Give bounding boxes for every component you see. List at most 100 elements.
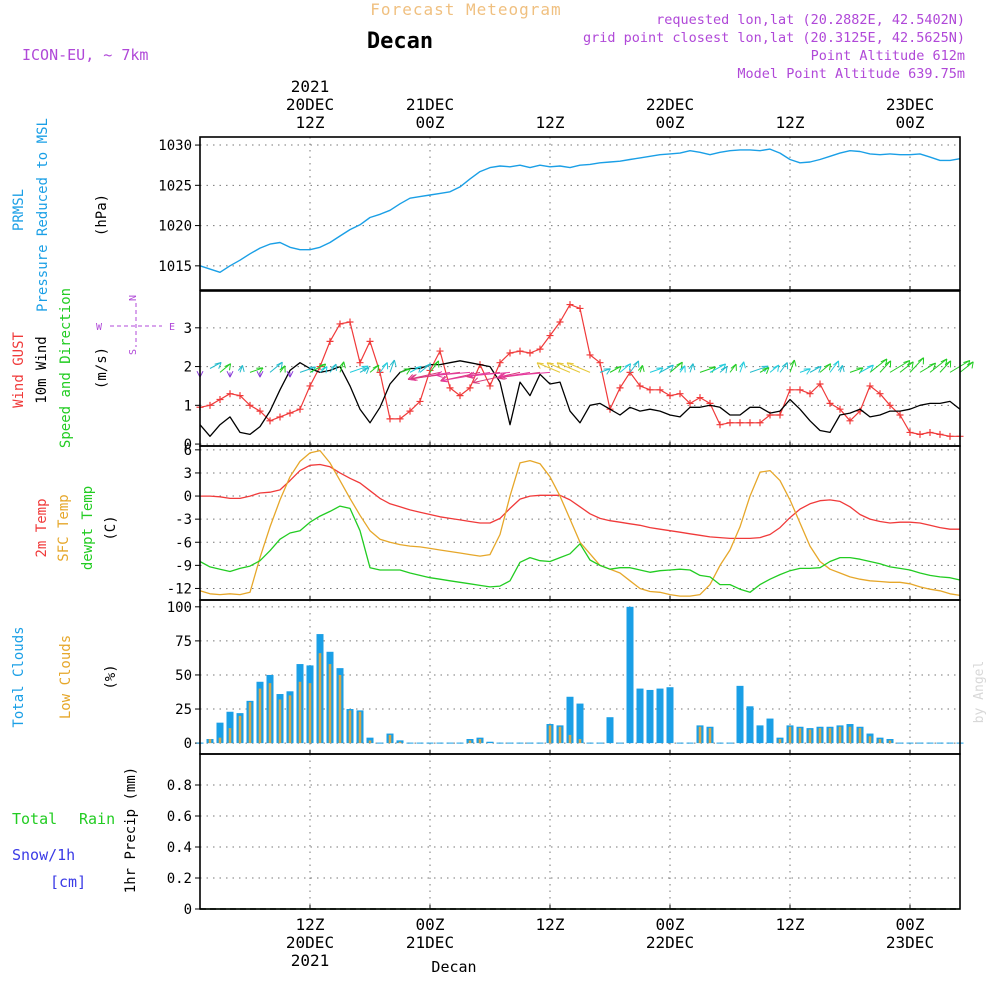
total-cloud-bar-56	[756, 725, 764, 744]
pressure-label-prmsl: PRMSL	[11, 189, 27, 231]
wind-arrowhead-63	[833, 360, 840, 368]
gust-marker-13	[326, 337, 334, 345]
clouds-panel: 0 25 50 75 100	[167, 599, 964, 755]
gust-marker-75	[946, 432, 954, 440]
temp-frame	[199, 445, 961, 601]
low-cloud-bar-16	[358, 711, 362, 744]
precip-ytick-label-2: 0.4	[167, 840, 192, 856]
cloud-labels: Total Clouds Low Clouds (%)	[11, 626, 119, 727]
point-altitude: Point Altitude 612m	[811, 48, 965, 64]
gust-marker-6	[256, 407, 264, 415]
wind-arrow-11	[309, 363, 326, 373]
precip-ytick-label-1: 0.2	[167, 871, 192, 887]
gust-marker-17	[366, 337, 374, 345]
wind-arrowhead-25	[409, 374, 417, 382]
low-cloud-bar-66	[858, 728, 862, 744]
temp-ytick-label-4: 0	[184, 489, 192, 505]
wind-arrowhead-20	[403, 368, 411, 375]
low-cloud-bar-7	[268, 683, 272, 744]
wind-arrow-47	[669, 361, 683, 373]
bottom-time-label-0-1: 20DEC	[286, 933, 334, 952]
wind-arrow-45	[649, 367, 664, 373]
wind-arrowhead-36	[536, 362, 544, 369]
gust-marker-34	[536, 345, 544, 353]
wind-arrow-49	[689, 363, 694, 373]
wind-arrowhead-76	[967, 361, 974, 369]
gust-marker-32	[516, 347, 524, 355]
wind-arrow-71	[909, 357, 924, 373]
pressure-labels: PRMSL Pressure Reduced to MSL (hPa)	[11, 118, 110, 312]
prmsl-line	[199, 148, 961, 273]
model-label: ICON-EU, ~ 7km	[22, 46, 148, 64]
wind-arrowhead-68	[884, 360, 892, 368]
top-time-label-0-1: 20DEC	[286, 95, 334, 114]
wind-arrowhead-48	[679, 365, 686, 373]
gust-marker-35	[546, 332, 554, 340]
bottom-time-label-1-1: 21DEC	[406, 933, 454, 952]
wind-arrowhead-58	[781, 362, 789, 370]
low-cloud-bar-9	[288, 695, 292, 744]
clouds-ytick-label-4: 100	[167, 600, 192, 616]
snow-unit-label: [cm]	[50, 873, 86, 891]
low-cloud-bar-27	[468, 740, 472, 744]
gust-marker-63	[826, 399, 834, 407]
wind-arrowhead-22	[424, 363, 432, 371]
clouds-ytick-label-1: 25	[175, 702, 192, 718]
footer-location: Decan	[431, 958, 476, 976]
gust-marker-65	[846, 417, 854, 425]
total-cloud-bar-55	[746, 706, 754, 744]
wind-arrowhead-35	[500, 372, 508, 380]
wind-arrowhead-38	[556, 362, 564, 369]
gust-marker-4	[236, 392, 244, 400]
precip-frame	[199, 753, 961, 910]
wind-arrow-46	[659, 364, 674, 373]
low-cloud-bar-10	[298, 681, 302, 744]
temp-labels: 2m Temp SFC Temp dewpt Temp (C)	[34, 486, 119, 570]
wind-arrowhead-44	[637, 365, 645, 372]
total-cloud-bar-41	[606, 717, 614, 744]
pressure-ytick-label-1: 1020	[158, 219, 192, 235]
wind-arrowhead-7	[276, 361, 283, 369]
wind-arrow-15	[349, 365, 369, 373]
precip-unit: 1hr Precip (mm)	[123, 767, 139, 893]
low-cloud-bar-5	[248, 702, 252, 744]
wind-arrowhead-2	[224, 363, 232, 371]
wind-ytick-label-1: 1	[184, 398, 192, 414]
gust-marker-25	[446, 384, 454, 392]
wind-arrowhead-42	[624, 363, 632, 371]
wind-arrowhead-30	[466, 372, 474, 379]
low-cloud-bar-13	[328, 664, 332, 744]
low-cloud-bar-19	[388, 734, 392, 744]
top-time-label-2-0: 12Z	[536, 113, 565, 132]
wind-arrow-36	[536, 362, 561, 373]
wind-arrowhead-37	[546, 362, 554, 369]
wind-arrowhead-50	[708, 366, 717, 373]
wind-arrowhead-21	[414, 365, 422, 373]
low-cloud-bar-51	[708, 728, 712, 744]
wind-arrowhead-53	[730, 363, 737, 371]
wind-arrowhead-18	[381, 362, 389, 370]
wind-arrow-7	[269, 361, 283, 373]
precip-ytick-label-3: 0.6	[167, 809, 192, 825]
gust-marker-59	[786, 386, 794, 394]
wind-ytick-label-0: 0	[184, 437, 192, 453]
wind-arrowhead-26	[410, 374, 418, 381]
wind-arrowhead-27	[436, 370, 443, 378]
gust-marker-38	[576, 304, 584, 312]
low-cloud-bar-6	[258, 688, 262, 744]
gust-marker-7	[266, 417, 274, 425]
watermark: by Angel	[972, 661, 987, 724]
low-cloud-bar-50	[698, 726, 702, 744]
wind-arrowhead-66	[866, 364, 874, 372]
top-time-label-0-0: 2021	[291, 77, 330, 96]
precip-labels: Total Rain Snow/1h [cm] 1hr Precip (mm)	[12, 767, 139, 893]
gust-marker-16	[356, 359, 364, 367]
wind-arrowhead-45	[656, 367, 664, 374]
wind-arrow-72	[919, 362, 936, 373]
clouds-ytick-label-0: 0	[184, 736, 192, 752]
wind-arrowhead-46	[666, 364, 674, 372]
temp-ytick-label-1: -9	[175, 558, 192, 574]
low-cloud-bar-61	[808, 729, 812, 744]
low-cloud-bar-36	[558, 726, 562, 744]
low-cloud-bar-60	[798, 728, 802, 744]
